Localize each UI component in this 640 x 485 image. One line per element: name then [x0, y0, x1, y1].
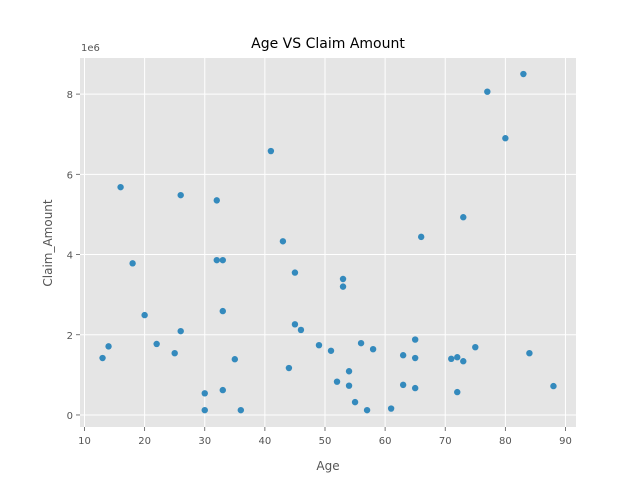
scatter-point	[411, 354, 419, 362]
scatter-point	[460, 358, 467, 365]
scatter-point	[448, 355, 455, 363]
scatter-point	[550, 382, 557, 390]
x-tick-label: 10	[78, 436, 91, 447]
y-axis-offset-label: 1e6	[81, 43, 100, 54]
scatter-point	[333, 378, 341, 385]
scatter-point	[472, 343, 479, 351]
scatter-point	[357, 339, 365, 347]
scatter-point	[237, 406, 245, 414]
scatter-point	[339, 283, 347, 290]
scatter-point	[219, 386, 226, 394]
x-tick-label: 50	[319, 436, 332, 447]
grid-lines	[80, 58, 576, 427]
scatter-point	[177, 327, 184, 335]
x-tick-label: 20	[138, 436, 151, 447]
scatter-point	[399, 381, 407, 389]
scatter-point	[460, 214, 467, 221]
y-tick-label: 4	[67, 251, 73, 262]
scatter-point	[399, 352, 407, 359]
scatter-point	[291, 321, 299, 328]
scatter-point	[520, 70, 527, 78]
scatter-point	[351, 398, 359, 406]
scatter-point	[267, 147, 275, 155]
scatter-point	[411, 336, 419, 343]
plot-area	[80, 58, 576, 427]
scatter-point	[297, 326, 305, 334]
scatter-point	[369, 345, 377, 353]
scatter-point	[291, 269, 299, 276]
scatter-point	[201, 390, 208, 397]
x-axis-label: Age	[316, 459, 339, 473]
x-tick-label: 30	[198, 436, 211, 447]
scatter-point	[117, 183, 124, 191]
x-tick-label: 60	[379, 436, 392, 447]
scatter-point	[219, 256, 226, 264]
scatter-point	[153, 340, 160, 348]
scatter-point	[213, 256, 220, 264]
scatter-point	[417, 233, 425, 241]
scatter-point	[141, 311, 148, 319]
chart-title: Age VS Claim Amount	[251, 36, 405, 52]
scatter-point	[315, 341, 323, 349]
scatter-point	[411, 384, 419, 392]
scatter-point	[454, 354, 461, 361]
x-tick-label: 40	[259, 436, 272, 447]
scatter-point	[279, 238, 287, 245]
scatter-point	[219, 307, 226, 315]
scatter-point	[327, 347, 335, 354]
scatter-point	[526, 350, 533, 357]
scatter-point	[99, 354, 106, 362]
scatter-point	[213, 197, 220, 204]
x-tick-label: 70	[439, 436, 452, 447]
scatter-point	[454, 388, 461, 396]
y-tick-label: 0	[67, 411, 73, 422]
scatter-point	[171, 350, 178, 357]
scatter-point	[129, 260, 136, 267]
scatter-point	[345, 382, 353, 389]
scatter-point	[231, 356, 239, 363]
scatter-point	[502, 135, 509, 142]
x-tick-label: 90	[559, 436, 572, 447]
scatter-point	[363, 406, 371, 414]
scatter-point	[201, 406, 208, 414]
scatter-point	[484, 88, 491, 95]
scatter-point	[285, 364, 293, 372]
scatter-point	[345, 368, 353, 375]
scatter-point	[177, 191, 184, 199]
y-tick-label: 6	[67, 170, 73, 181]
scatter-point	[339, 275, 347, 283]
y-axis-label: Claim_Amount	[41, 199, 55, 287]
axis-ticks: 10 20 30 40 50 60 70 80 90 0 2 4 6 8	[67, 90, 572, 447]
data-points	[99, 70, 557, 414]
y-tick-label: 2	[67, 331, 73, 342]
x-tick-label: 80	[499, 436, 512, 447]
y-tick-label: 8	[67, 90, 73, 101]
scatter-point	[387, 405, 395, 412]
scatter-point	[105, 343, 112, 350]
